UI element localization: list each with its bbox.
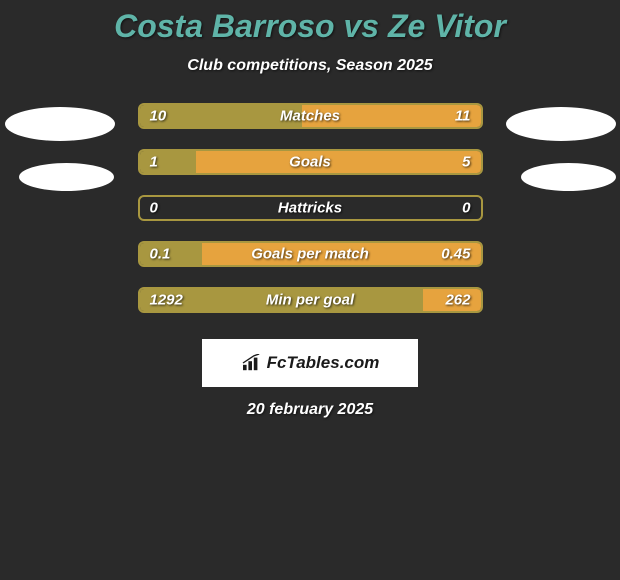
stat-label: Min per goal <box>266 292 354 309</box>
stat-fill-right <box>196 151 480 173</box>
stat-value-left: 1 <box>150 154 158 171</box>
stat-bar: Goals 1 5 <box>138 149 483 175</box>
page-subtitle: Club competitions, Season 2025 <box>0 57 620 75</box>
date-text: 20 february 2025 <box>0 401 620 419</box>
stat-value-left: 1292 <box>150 292 183 309</box>
stat-bar: Matches 10 11 <box>138 103 483 129</box>
stat-value-right: 0.45 <box>441 246 470 263</box>
stat-value-right: 11 <box>455 108 471 125</box>
stat-value-right: 5 <box>462 154 470 171</box>
comparison-container: Costa Barroso vs Ze Vitor Club competiti… <box>0 0 620 419</box>
stat-label: Goals per match <box>251 246 369 263</box>
main-row: Matches 10 11 Goals 1 5 Hattricks 0 0 Goals per m… <box>0 103 620 333</box>
stat-bar: Min per goal 1292 262 <box>138 287 483 313</box>
stat-value-left: 0 <box>150 200 158 217</box>
stat-bar: Hattricks 0 0 <box>138 195 483 221</box>
stat-value-right: 0 <box>462 200 470 217</box>
player2-avatar-top <box>506 107 616 141</box>
stats-column: Matches 10 11 Goals 1 5 Hattricks 0 0 Goals per m… <box>138 103 483 333</box>
logo-box[interactable]: FcTables.com <box>202 339 418 387</box>
stat-bar: Goals per match 0.1 0.45 <box>138 241 483 267</box>
page-title: Costa Barroso vs Ze Vitor <box>0 8 620 45</box>
player1-avatar-bottom <box>19 163 114 191</box>
right-avatar-column <box>501 103 616 191</box>
stat-value-right: 262 <box>445 292 470 309</box>
stat-label: Matches <box>280 108 340 125</box>
player1-avatar-top <box>5 107 115 141</box>
stat-value-left: 0.1 <box>150 246 171 263</box>
stat-label: Goals <box>289 154 331 171</box>
player2-avatar-bottom <box>521 163 616 191</box>
chart-icon <box>241 354 263 372</box>
left-avatar-column <box>5 103 120 191</box>
logo-text: FcTables.com <box>267 353 380 373</box>
stat-fill-left <box>140 151 197 173</box>
stat-label: Hattricks <box>278 200 342 217</box>
stat-value-left: 10 <box>150 108 167 125</box>
